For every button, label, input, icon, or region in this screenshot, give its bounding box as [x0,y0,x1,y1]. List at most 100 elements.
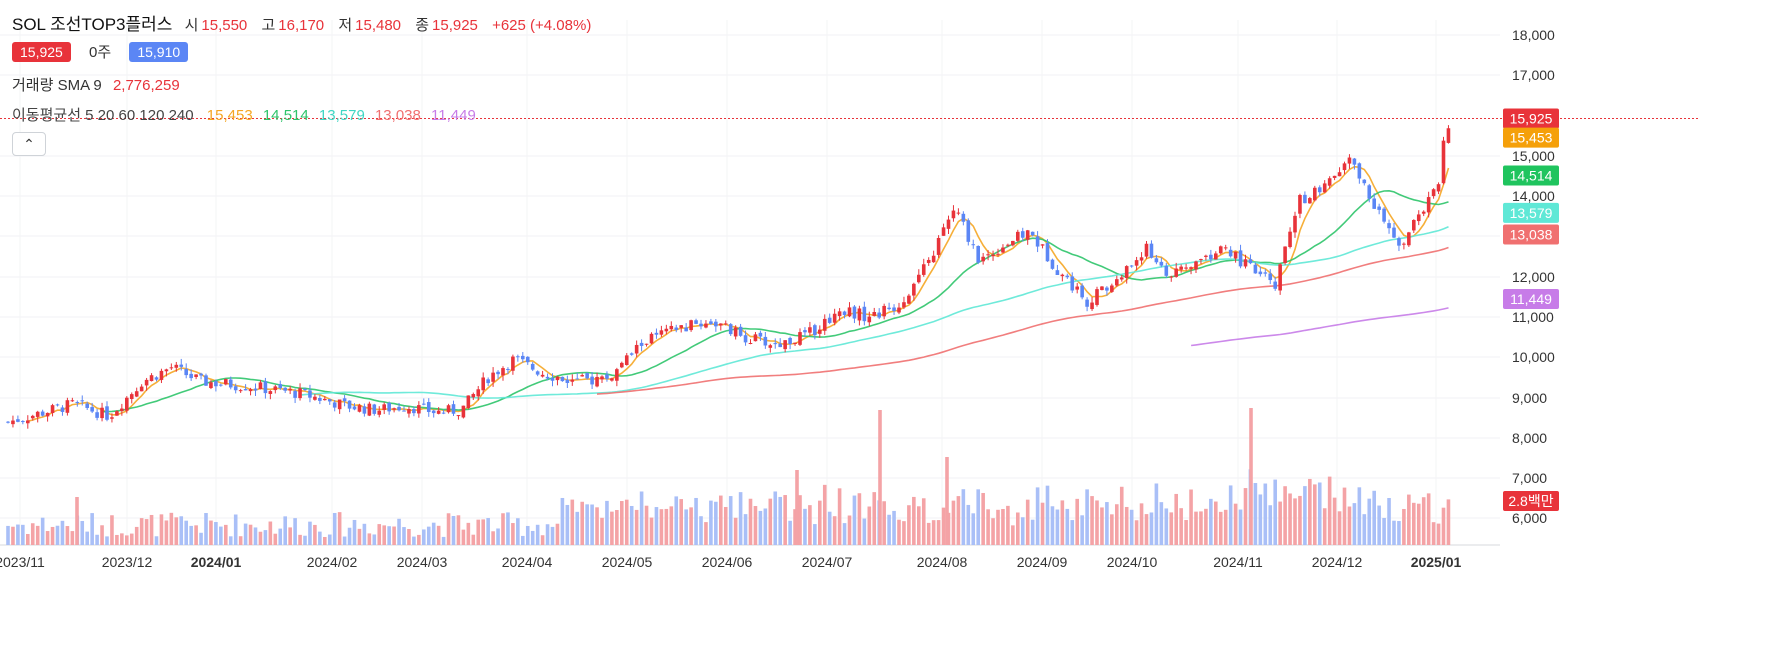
volume-indicator-row[interactable]: 거래량 SMA 9 2,776,259 [12,74,190,95]
ask-price-badge[interactable]: 15,925 [12,41,71,62]
candle-body [738,326,743,336]
volume-bar [134,526,139,545]
candle-body [649,333,654,344]
candle-body [407,409,411,414]
volume-bar [1387,498,1391,545]
volume-bar [659,509,664,545]
volume-bar [590,504,594,545]
volume-bar [392,526,396,545]
candle-body [1407,232,1411,246]
candle-body [535,371,540,375]
candle-body [1055,270,1060,276]
volume-bar [1164,508,1169,545]
candle-body [115,411,119,416]
order-row: 15,925 0주 15,910 [12,41,189,62]
volume-bar [45,531,50,545]
candle-body [1342,163,1347,171]
volume-bar [352,519,357,545]
volume-bar [892,510,896,545]
candle-body [1100,286,1104,291]
volume-bar [1001,509,1005,545]
volume-bar [491,531,495,545]
y-tick-label: 18,000 [1512,27,1555,43]
candle-body [857,308,862,321]
candle-body [699,323,703,327]
candle-body [684,327,688,332]
candle-body [1228,249,1233,257]
candle-body [996,253,1000,255]
volume-bar [530,530,535,545]
y-tick-label: 6,000 [1512,510,1547,526]
candle-body [778,343,782,348]
x-tick-label: 2024/06 [702,554,753,570]
candle-body [466,395,471,409]
candle-body [1144,243,1149,257]
volume-bar [966,504,971,545]
volume-bar [139,518,144,545]
volume-bar [981,492,985,545]
candle-body [1164,265,1169,276]
candle-body [65,400,70,413]
candle-body [179,364,184,367]
volume-bar [228,536,233,545]
candle-body [1040,244,1045,246]
candle-body [224,379,228,385]
candle-body [323,398,327,401]
candle-body [327,399,332,402]
x-tick-label: 2024/09 [1017,554,1068,570]
candle-body [580,375,584,377]
price-tag-label: 14,514 [1510,167,1553,183]
volume-bar [120,533,124,545]
volume-bar [1397,521,1401,545]
candle-body [456,415,461,417]
candle-body [372,404,377,414]
volume-bar [288,527,292,545]
volume-bar [1352,503,1357,545]
moving-average-row[interactable]: 이동평균선 5 20 60 120 240 15,453 14,514 13,5… [12,104,476,125]
volume-bar [303,535,307,545]
candle-body [1060,274,1065,277]
bid-price-badge[interactable]: 15,910 [129,41,189,62]
volume-bar [956,496,961,545]
candle-body [620,362,624,368]
volume-bar [1204,508,1208,545]
candle-body [441,412,446,414]
volume-bar [1421,497,1426,545]
candle-body [253,388,258,391]
candle-body [1080,285,1084,298]
open-value: 15,550 [201,17,248,34]
candle-body [1184,267,1188,269]
volume-bar [679,499,683,545]
volume-bar [624,499,629,545]
volume-bar [1214,501,1218,545]
volume-bar [1194,511,1198,545]
candle-body [273,386,278,391]
y-tick-label: 14,000 [1512,188,1555,204]
candle-body [1149,243,1154,258]
volume-bar [986,509,990,545]
volume-bar [372,534,377,545]
candle-body [867,316,872,323]
volume-bar [1303,486,1307,545]
candle-body [704,323,708,328]
volume-bar [1322,508,1327,545]
candle-body [298,388,302,399]
volume-bar [149,514,154,545]
price-tags: 15,925 15,453 14,514 13,579 13,038 11,449 [1503,108,1559,310]
volume-bar [1233,503,1238,545]
x-tick-label: 2024/07 [802,554,853,570]
volume-bar [1115,504,1119,545]
volume-bar [367,533,372,545]
volume-tag-label: 2.8백만 [1508,493,1553,509]
candle-body [634,344,639,354]
volume-bar [664,508,669,545]
volume-bar [1184,520,1188,545]
volume-bar [50,526,55,545]
candle-body [1045,242,1050,262]
candle-body [248,389,253,392]
collapse-button[interactable]: ⌃ [12,132,46,156]
candle-body [1085,299,1089,307]
candle-body [1377,206,1381,210]
volume-bar [803,508,807,545]
